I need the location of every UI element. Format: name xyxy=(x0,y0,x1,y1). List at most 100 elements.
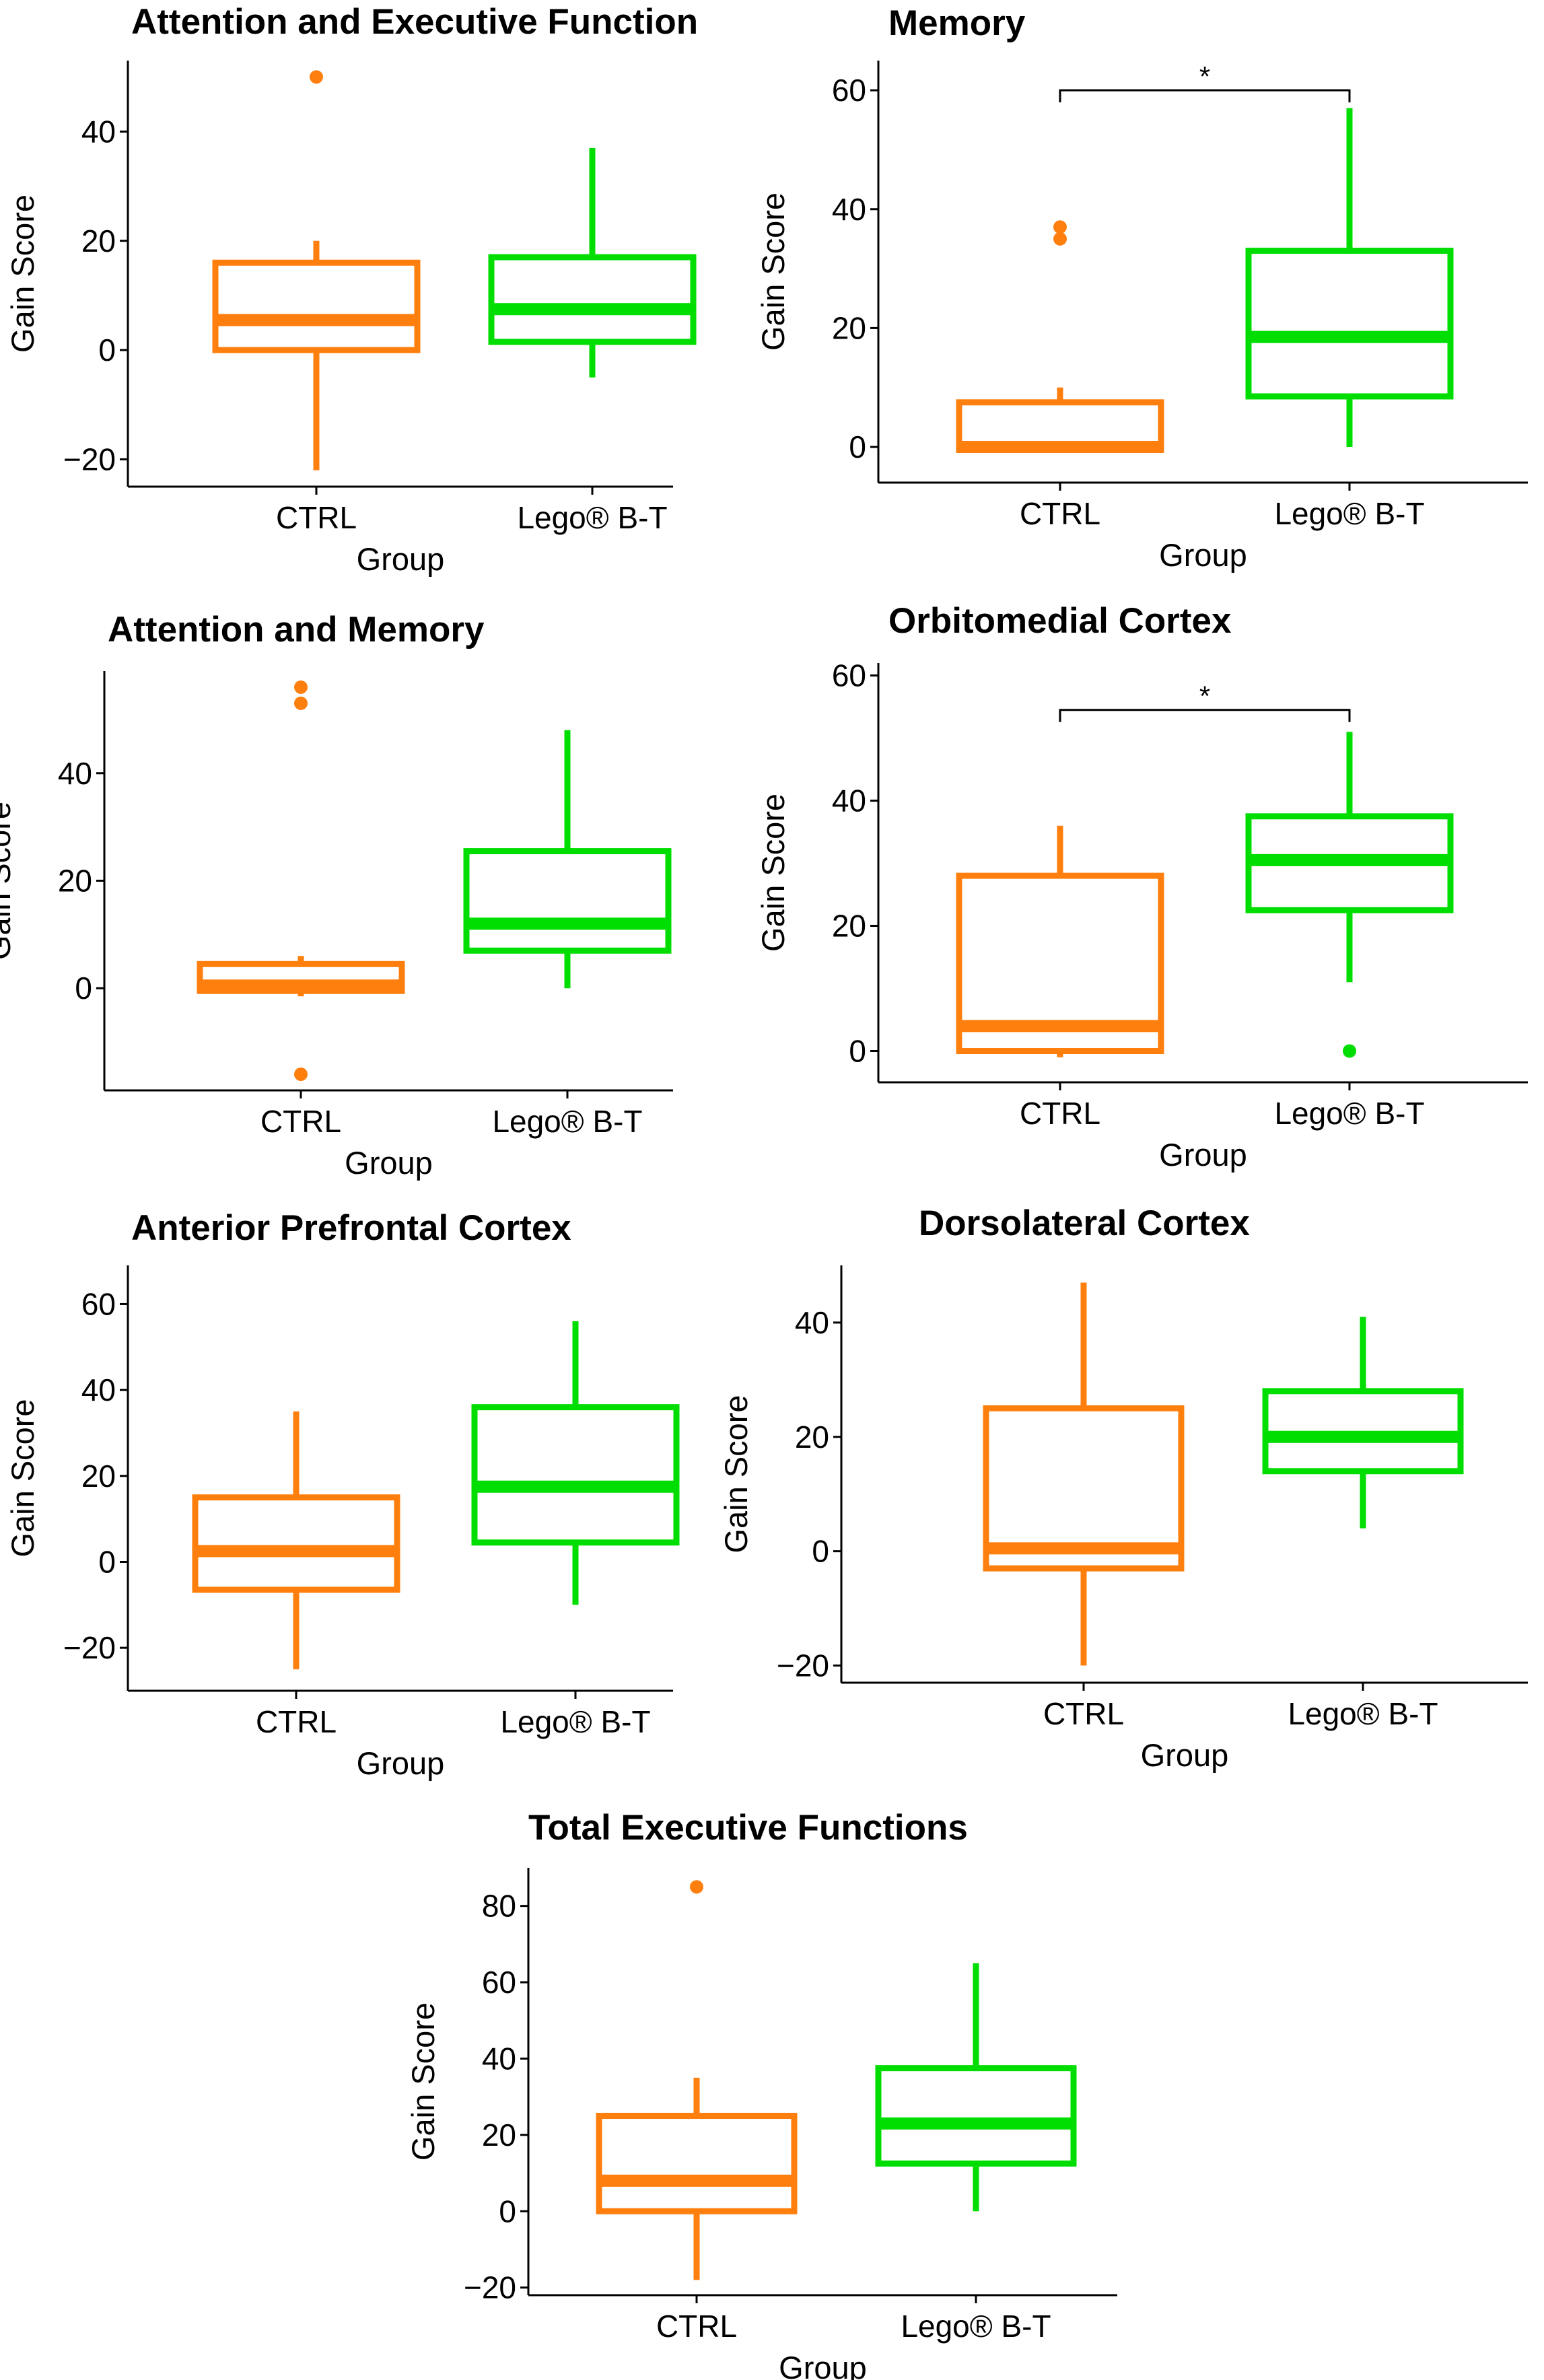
iqr-box xyxy=(463,848,672,954)
chart-panel-3: Attention and Memory 0 20 40 CTRL Lego® B-T Gr… xyxy=(0,610,673,1181)
x-tick-label: Lego® B-T xyxy=(500,1704,650,1739)
chart-panel-6: Dorsolateral Cortex −20 0 20 40 CTRL Lego® B-T… xyxy=(718,1203,1528,1773)
iqr-box xyxy=(983,1405,1185,1572)
x-tick-label: Lego® B-T xyxy=(517,500,667,535)
y-tick-label: 80 xyxy=(482,1889,516,1924)
y-tick-label: 40 xyxy=(832,783,866,818)
y-tick-label: 40 xyxy=(81,1372,116,1407)
y-tick-label: 0 xyxy=(98,1544,116,1579)
x-tick-label: CTRL xyxy=(260,1104,341,1139)
y-tick-label: 0 xyxy=(75,971,92,1006)
y-tick-label: 20 xyxy=(81,223,116,258)
x-axis-label: Group xyxy=(1159,1137,1247,1172)
x-axis-label: Group xyxy=(357,541,445,577)
y-tick-label: 40 xyxy=(832,192,866,227)
x-tick-label: CTRL xyxy=(1020,1096,1100,1131)
outlier-point xyxy=(294,696,308,710)
iqr-box xyxy=(1245,248,1454,400)
chart-panel-7: Total Executive Functions −20 0 20 40 60 80 CTR… xyxy=(405,1808,1117,2380)
x-tick-label: CTRL xyxy=(1043,1696,1124,1731)
chart-panel-2: Memory 0 20 40 60 CTRL Lego® B-T Group Gain Scor… xyxy=(755,3,1528,573)
x-axis-label: Group xyxy=(357,1745,445,1781)
outlier-point xyxy=(690,1880,703,1894)
chart-title: Memory xyxy=(888,3,1026,43)
outlier-point xyxy=(1053,232,1067,246)
significance-bracket: * xyxy=(1059,61,1351,103)
y-tick-label: 40 xyxy=(795,1305,829,1340)
y-tick-label: 20 xyxy=(482,2118,516,2152)
y-tick-label: 60 xyxy=(832,658,866,693)
y-tick-label: 0 xyxy=(499,2194,516,2229)
y-tick-label: 40 xyxy=(482,2041,516,2076)
x-tick-label: CTRL xyxy=(276,500,357,535)
box-ctrl xyxy=(197,680,405,1082)
box-lego xyxy=(875,1963,1077,2212)
y-tick-label: 0 xyxy=(849,1034,866,1069)
chart-title: Orbitomedial Cortex xyxy=(888,601,1232,641)
y-tick-label: 20 xyxy=(832,909,866,944)
significance-label: * xyxy=(1199,61,1210,92)
box-ctrl xyxy=(956,825,1164,1057)
y-tick-label: 0 xyxy=(812,1534,829,1569)
box-ctrl xyxy=(983,1282,1185,1666)
y-tick-label: 40 xyxy=(58,756,92,791)
chart-title: Anterior Prefrontal Cortex xyxy=(131,1208,571,1248)
box-lego xyxy=(463,730,672,989)
y-tick-label: 0 xyxy=(98,332,116,368)
bracket-line xyxy=(1059,709,1351,722)
outlier-point xyxy=(1343,1044,1356,1058)
box-lego xyxy=(488,147,697,378)
iqr-box xyxy=(875,2065,1077,2167)
box-lego xyxy=(1262,1317,1464,1529)
chart-title: Attention and Memory xyxy=(108,610,485,650)
y-axis-label: Gain Score xyxy=(718,1395,754,1553)
outlier-point xyxy=(1053,220,1067,234)
outlier-point xyxy=(294,1068,308,1082)
y-tick-label: 60 xyxy=(832,73,866,108)
box-lego xyxy=(471,1321,680,1605)
iqr-box xyxy=(488,254,697,345)
x-tick-label: Lego® B-T xyxy=(492,1104,642,1139)
y-tick-label: 40 xyxy=(81,114,116,149)
y-tick-label: 20 xyxy=(81,1459,116,1494)
y-axis-label: Gain Score xyxy=(755,193,791,351)
x-tick-label: Lego® B-T xyxy=(1274,496,1424,531)
chart-title: Dorsolateral Cortex xyxy=(919,1203,1250,1243)
chart-panel-5: Anterior Prefrontal Cortex −20 0 20 40 60 CTRL… xyxy=(5,1208,680,1781)
x-tick-label: Lego® B-T xyxy=(1288,1696,1438,1731)
y-axis-label: Gain Score xyxy=(0,802,17,960)
box-ctrl xyxy=(956,220,1164,454)
x-tick-label: Lego® B-T xyxy=(1274,1096,1424,1131)
y-axis-label: Gain Score xyxy=(5,1399,40,1557)
iqr-box xyxy=(596,2113,798,2214)
box-lego xyxy=(1245,732,1454,1058)
y-tick-label: 60 xyxy=(81,1286,116,1321)
iqr-box xyxy=(192,1494,400,1593)
y-axis-label: Gain Score xyxy=(755,794,791,952)
significance-label: * xyxy=(1199,680,1210,712)
x-tick-label: Lego® B-T xyxy=(901,2309,1051,2344)
significance-bracket: * xyxy=(1059,680,1351,722)
y-tick-label: −20 xyxy=(63,1630,116,1665)
y-tick-label: 20 xyxy=(795,1420,829,1455)
x-tick-label: CTRL xyxy=(1020,496,1100,531)
box-ctrl xyxy=(596,1880,798,2280)
y-tick-label: −20 xyxy=(464,2270,516,2305)
iqr-box xyxy=(471,1404,680,1546)
y-tick-label: 0 xyxy=(849,429,866,464)
x-axis-label: Group xyxy=(1141,1737,1229,1773)
chart-title: Total Executive Functions xyxy=(528,1808,968,1848)
x-axis-label: Group xyxy=(779,2350,867,2380)
chart-panel-1: Attention and Executive Function −20 0 20 40… xyxy=(5,2,698,577)
chart-panel-4: Orbitomedial Cortex 0 20 40 60 CTRL Lego® B-T G… xyxy=(755,601,1528,1172)
box-ctrl xyxy=(212,70,421,470)
x-tick-label: CTRL xyxy=(256,1704,337,1739)
outlier-point xyxy=(310,70,323,84)
x-axis-label: Group xyxy=(1159,537,1247,573)
bracket-line xyxy=(1059,89,1351,103)
y-tick-label: 60 xyxy=(482,1965,516,2000)
y-axis-label: Gain Score xyxy=(5,195,40,353)
y-tick-label: −20 xyxy=(63,442,116,477)
x-axis-label: Group xyxy=(345,1145,433,1181)
